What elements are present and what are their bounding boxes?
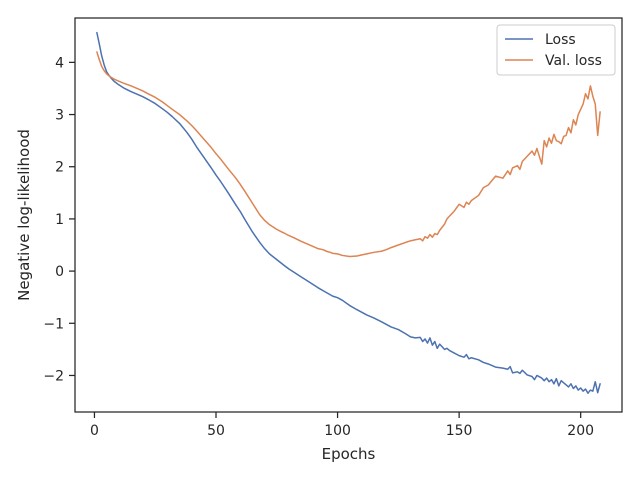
legend-label: Val. loss (545, 53, 602, 69)
x-tick-label: 50 (207, 423, 225, 439)
y-tick-label: 0 (55, 264, 64, 280)
y-tick-label: 1 (55, 212, 64, 228)
legend: Loss Val. loss (496, 24, 616, 76)
legend-box (496, 24, 616, 76)
plot-frame (74, 17, 623, 413)
y-tick-label: −2 (43, 368, 64, 384)
y-tick-label: 4 (55, 55, 64, 71)
x-tick-label: 150 (446, 423, 473, 439)
x-axis-label: Epochs (322, 445, 376, 463)
series-line-1 (96, 51, 601, 258)
legend-label: Loss (545, 32, 576, 48)
y-axis-label: Negative log-likelihood (15, 129, 33, 301)
y-tick-label: 2 (55, 160, 64, 176)
y-tick-label: 3 (55, 108, 64, 124)
x-tick-label: 100 (324, 423, 351, 439)
series-line-0 (96, 31, 601, 394)
y-tick-label: −1 (43, 316, 64, 332)
x-axis: 0 50 100 150 200 (90, 412, 594, 439)
x-tick-label: 200 (567, 423, 594, 439)
series-layer (96, 31, 601, 394)
x-tick-label: 0 (90, 423, 99, 439)
y-axis: −2 −1 0 1 2 3 4 (43, 55, 75, 384)
